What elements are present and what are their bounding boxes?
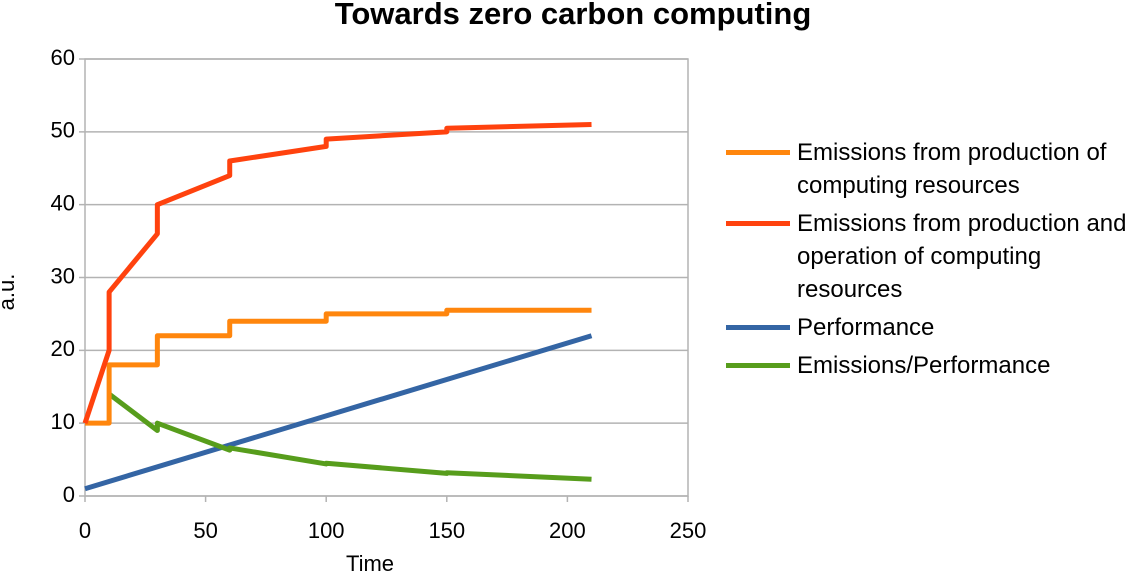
series-line xyxy=(85,307,592,426)
legend-label: Emissions from production and operation … xyxy=(797,210,1127,303)
legend-entry: Emissions from production of computing r… xyxy=(726,136,1131,202)
x-axis-label: Time xyxy=(346,551,394,573)
series-line xyxy=(84,333,593,492)
x-tick-label: 50 xyxy=(193,518,217,543)
legend-entry: Performance xyxy=(726,311,1131,344)
series-line xyxy=(107,392,592,482)
legend-swatch xyxy=(726,221,790,226)
y-tick-label: 40 xyxy=(51,190,75,215)
y-axis-label: a.u. xyxy=(0,274,19,311)
legend: Emissions from production of computing r… xyxy=(726,136,1131,387)
legend-entry: Emissions/Performance xyxy=(726,349,1131,382)
x-tick-label: 200 xyxy=(549,518,586,543)
y-tick-label: 60 xyxy=(51,45,75,70)
legend-swatch xyxy=(726,363,790,368)
x-tick-label: 0 xyxy=(79,518,91,543)
y-tick-label: 20 xyxy=(51,336,75,361)
legend-entry: Emissions from production and operation … xyxy=(726,207,1131,306)
x-tick-label: 250 xyxy=(670,518,707,543)
y-tick-label: 0 xyxy=(63,482,75,507)
legend-label: Performance xyxy=(797,314,935,341)
legend-label: Emissions from production of computing r… xyxy=(797,139,1107,199)
y-tick-label: 50 xyxy=(51,118,75,143)
y-tick-label: 30 xyxy=(51,263,75,288)
x-tick-label: 100 xyxy=(308,518,345,543)
chart-title: Towards zero carbon computing xyxy=(335,0,812,31)
x-tick-label: 150 xyxy=(428,518,465,543)
y-tick-label: 10 xyxy=(51,409,75,434)
legend-label: Emissions/Performance xyxy=(797,352,1051,379)
legend-swatch xyxy=(726,150,790,155)
legend-swatch xyxy=(726,325,790,330)
series-line xyxy=(82,122,592,424)
plot-frame xyxy=(84,58,689,497)
